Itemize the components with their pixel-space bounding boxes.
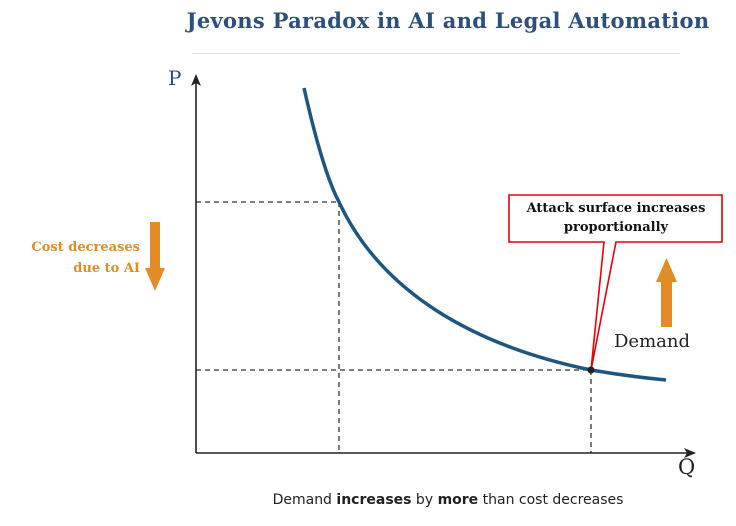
caption-part1: Demand	[272, 492, 337, 508]
demand-label: Demand	[614, 331, 690, 352]
callout-line1: Attack surface increases	[526, 201, 706, 216]
cost-label-line1: Cost decreases	[31, 240, 140, 255]
callout-line2: proportionally	[563, 220, 669, 235]
cost-decrease-label: Cost decreases due to AI	[4, 237, 140, 279]
x-axis-arrowhead-icon	[684, 448, 696, 458]
caption-increases: increases	[336, 492, 412, 508]
demand-up-arrow-icon	[656, 258, 677, 327]
cost-label-line2: due to AI	[73, 261, 140, 276]
demand-curve	[302, 87, 667, 382]
equilibrium-point	[587, 366, 595, 374]
y-axis-label: P	[168, 66, 182, 90]
caption-more: more	[437, 492, 479, 508]
callout-box	[508, 194, 723, 371]
caption-part5: than cost decreases	[478, 492, 624, 508]
axes	[195, 80, 690, 454]
cost-down-arrow-icon	[145, 222, 165, 291]
title-divider	[192, 53, 680, 54]
x-axis-label: Q	[678, 455, 696, 479]
y-axis-arrowhead-icon	[191, 74, 201, 86]
guide-lines	[196, 201, 592, 453]
caption: Demand increases by more than cost decre…	[160, 492, 736, 508]
callout-text: Attack surface increases proportionally	[511, 199, 721, 237]
diagram-title: Jevons Paradox in AI and Legal Automatio…	[186, 8, 710, 33]
caption-part3: by	[411, 492, 438, 508]
